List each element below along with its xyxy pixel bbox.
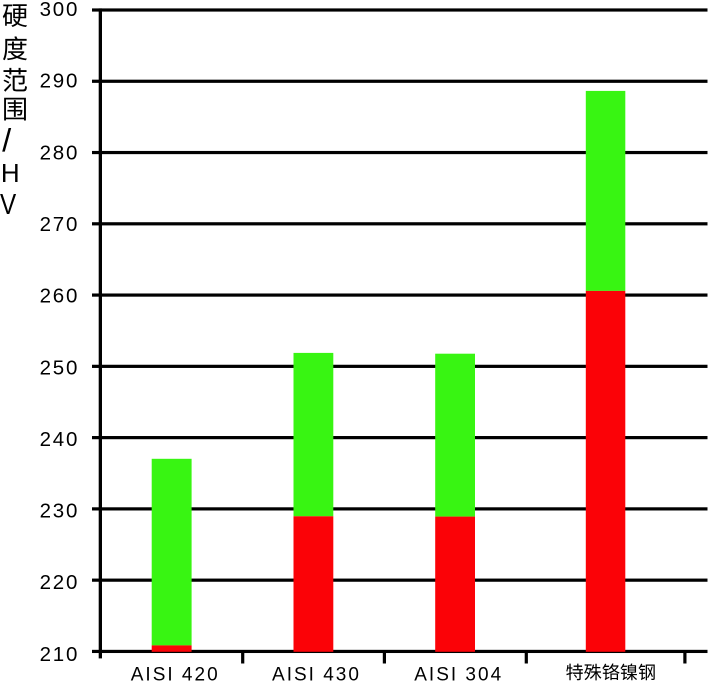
svg-text:240: 240	[40, 428, 80, 451]
svg-text:300: 300	[40, 0, 80, 21]
svg-text:270: 270	[40, 213, 80, 236]
svg-text:290: 290	[40, 70, 80, 93]
svg-text:280: 280	[40, 141, 80, 164]
svg-text:V: V	[0, 189, 16, 221]
svg-text:AISI 430: AISI 430	[272, 665, 361, 682]
svg-text:250: 250	[40, 356, 80, 379]
svg-text:AISI 304: AISI 304	[414, 665, 503, 682]
svg-text:H: H	[1, 158, 20, 188]
svg-text:230: 230	[40, 500, 80, 523]
svg-text:220: 220	[40, 571, 80, 594]
svg-text:210: 210	[40, 643, 80, 666]
svg-text:AISI 420: AISI 420	[131, 665, 220, 682]
svg-text:260: 260	[40, 285, 80, 308]
